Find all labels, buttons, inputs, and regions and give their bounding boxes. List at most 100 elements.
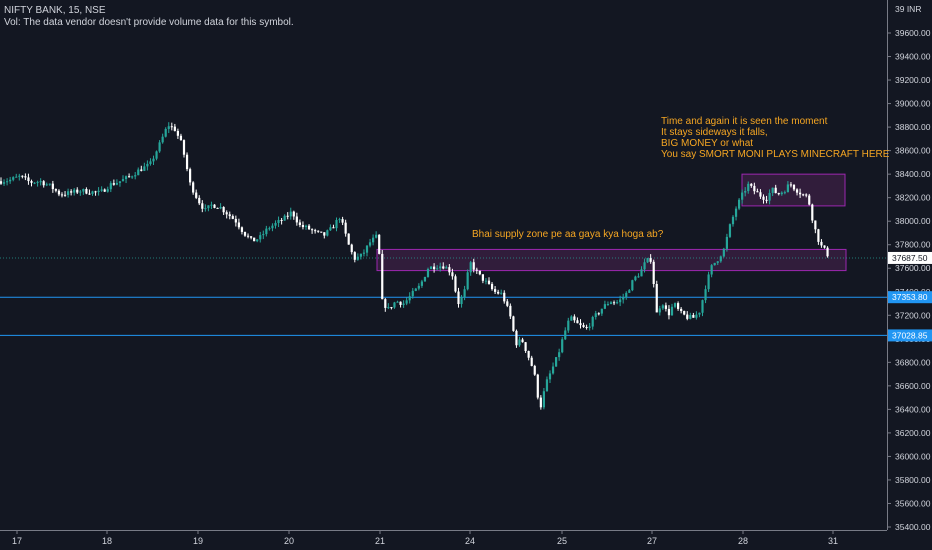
candle-body	[158, 142, 161, 152]
candle-body	[481, 274, 484, 281]
candle-body	[689, 315, 692, 319]
candle-body	[814, 220, 817, 230]
level-price-text: 37353.80	[892, 292, 928, 302]
candle-body	[475, 269, 478, 271]
time-tick-label: 31	[828, 536, 838, 546]
candle-body	[734, 208, 738, 217]
candle-body	[57, 190, 61, 195]
time-tick-label: 20	[284, 536, 294, 546]
candle-body	[631, 280, 634, 291]
candle-body	[185, 154, 189, 170]
candle-body	[494, 289, 497, 292]
price-tick-label: 37800.00	[895, 240, 931, 250]
candle-body	[246, 235, 250, 237]
candle-body	[344, 222, 347, 234]
candle-body	[771, 187, 774, 193]
chart-legend: NIFTY BANK, 15, NSE Vol: The data vendor…	[4, 5, 294, 29]
supply-zone-note: Bhai supply zone pe aa gaya kya hoga ab?	[472, 229, 664, 240]
candle-body	[686, 314, 689, 319]
candle-body	[457, 291, 460, 305]
candle-body	[204, 208, 207, 210]
candle-body	[799, 192, 802, 195]
sideways-note-line: Time and again it is seen the moment	[661, 116, 828, 127]
candle-body	[256, 239, 259, 242]
candle-body	[195, 192, 198, 198]
candle-body	[289, 211, 292, 217]
candle-body	[250, 236, 253, 238]
candle-body	[701, 300, 704, 313]
price-tick-label: 36400.00	[895, 404, 931, 414]
candle-body	[326, 230, 329, 236]
price-tick-label: 36000.00	[895, 451, 931, 461]
candle-body	[103, 189, 106, 192]
candle-body	[414, 288, 417, 291]
candle-body	[54, 189, 57, 191]
candle-body	[509, 305, 512, 317]
candle-body	[429, 266, 433, 270]
time-tick-label: 25	[557, 536, 567, 546]
candle-body	[76, 189, 79, 193]
candle-body	[765, 199, 768, 201]
price-tick-label: 38600.00	[895, 146, 931, 156]
candle-body	[716, 261, 719, 263]
symbol-label: NIFTY BANK, 15, NSE	[4, 5, 106, 16]
candle-body	[731, 216, 735, 225]
candle-body	[698, 312, 701, 315]
candle-body	[329, 227, 332, 231]
candle-body	[780, 192, 783, 195]
candle-body	[39, 181, 42, 183]
candle-body	[753, 185, 756, 192]
candle-body	[472, 262, 475, 270]
candle-body	[21, 175, 24, 177]
candle-body	[356, 256, 359, 260]
candle-body	[378, 234, 381, 254]
candle-body	[100, 189, 103, 191]
candle-body	[140, 169, 143, 171]
candle-body	[33, 182, 36, 184]
candle-body	[585, 327, 588, 329]
candle-body	[265, 228, 268, 235]
candle-body	[643, 262, 646, 270]
candle-body	[274, 222, 277, 226]
candle-body	[478, 270, 481, 275]
time-tick-label: 28	[738, 536, 748, 546]
candle-body	[558, 352, 561, 358]
candle-body	[445, 267, 448, 269]
candle-body	[399, 301, 402, 305]
candle-body	[756, 191, 759, 193]
candle-body	[619, 299, 622, 303]
candle-body	[189, 169, 192, 183]
candle-body	[283, 215, 286, 221]
candle-body	[131, 176, 134, 178]
price-tick-label: 38000.00	[895, 216, 931, 226]
candle-body	[436, 268, 439, 270]
candle-body	[722, 248, 725, 257]
candle-body	[576, 320, 579, 324]
candle-body	[213, 204, 216, 208]
last-price-label	[888, 251, 932, 264]
time-tick-label: 19	[193, 536, 203, 546]
candle-body	[390, 307, 393, 309]
candle-body	[463, 289, 466, 298]
candle-body	[774, 187, 777, 194]
candle-body	[350, 244, 353, 253]
candle-body	[234, 218, 237, 223]
time-tick-label: 24	[465, 536, 475, 546]
candle-body	[570, 316, 573, 321]
candle-body	[207, 205, 210, 209]
candle-body	[625, 292, 628, 298]
candle-body	[539, 397, 542, 408]
candle-body	[109, 183, 112, 190]
price-tick-label: 35600.00	[895, 498, 931, 508]
candle-body	[161, 136, 164, 143]
candle-body	[579, 323, 582, 326]
candle-body	[179, 135, 183, 141]
candle-body	[503, 292, 506, 302]
candle-body	[408, 296, 411, 301]
candle-body	[487, 280, 491, 284]
candle-body	[182, 140, 186, 155]
candle-body	[530, 357, 533, 366]
candle-body	[612, 302, 616, 304]
candle-body	[94, 191, 97, 193]
